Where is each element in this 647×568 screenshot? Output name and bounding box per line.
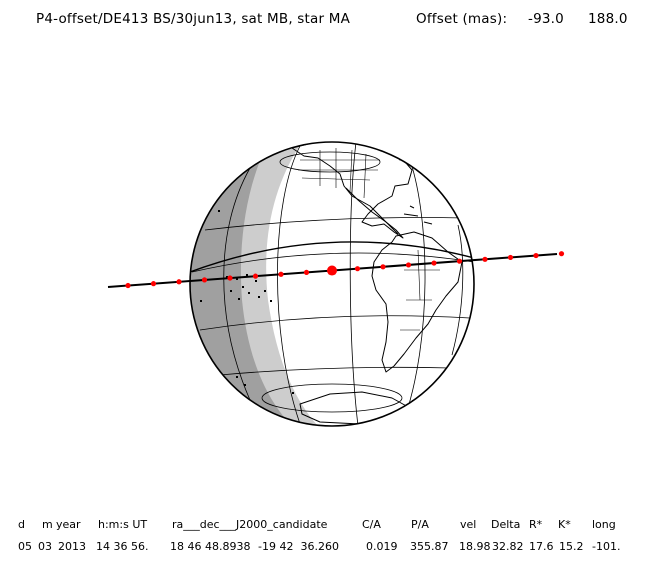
val-year: 2013 [58,540,86,553]
val-long: -101. [592,540,621,553]
val-vel: 18.98 [459,540,491,553]
val-rstar: 17.6 [529,540,554,553]
time-marker-point [507,254,514,261]
offset-x-value: -93.0 [528,11,564,27]
equator [190,241,474,273]
val-day: 05 [18,540,32,553]
col-month: m [42,518,53,531]
time-marker-point [380,264,386,270]
col-year: year [56,518,81,531]
col-pa: P/A [411,518,429,531]
political-boundaries [298,148,440,331]
col-time: h:m:s UT [98,518,148,531]
col-vel: vel [460,518,477,531]
col-long: long [592,518,616,531]
col-delta: Delta [491,518,521,531]
time-marker-point [354,266,361,272]
col-ca: C/A [362,518,381,531]
globe [190,142,474,426]
time-marker-point [176,279,182,285]
val-kstar: 15.2 [559,540,584,553]
time-marker-point [482,256,488,262]
time-marker-point [431,260,437,266]
val-delta: 32.82 [492,540,524,553]
val-ca: 0.019 [366,540,398,553]
continents [291,142,463,425]
prediction-title: P4-offset/DE413 BS/30jun13, sat MB, star… [36,11,351,27]
globe-outline [189,141,475,427]
col-radec: ra___dec___J2000_candidate [172,518,328,531]
night-zone [190,142,292,426]
val-month: 03 [38,540,52,553]
time-marker-point [201,277,208,283]
time-marker-point [303,269,310,276]
time-marker-point [405,262,412,268]
time-marker-point [227,275,233,281]
time-marker-point [558,251,565,257]
time-marker-point [150,281,157,287]
time-marker-point [125,282,131,289]
col-kstar: K* [558,518,571,531]
col-rstar: R* [529,518,543,531]
closest-approach-point [327,265,337,276]
time-marker-point [252,273,259,279]
time-marker-point [533,252,539,259]
offset-label: Offset (mas): [416,11,508,27]
val-pa: 355.87 [410,540,449,553]
meridians [223,142,464,426]
shadow-path-points [125,251,565,289]
col-day: d [18,518,25,531]
val-dec: -19 42 36.260 [258,540,339,553]
parallels [191,151,474,413]
val-time: 14 36 56. [96,540,149,553]
val-ra: 18 46 48.8938 [170,540,251,553]
time-marker-point [278,271,284,277]
offset-y-value: 188.0 [588,11,628,27]
time-marker-point [456,258,463,264]
